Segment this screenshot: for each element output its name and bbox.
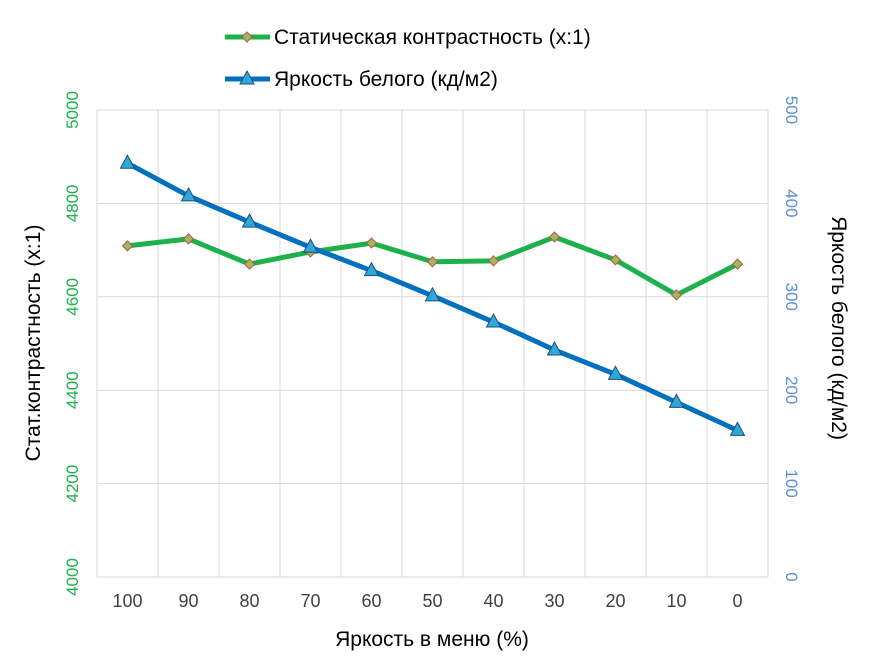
x-tick-label: 90 [178, 591, 198, 611]
x-tick-label: 70 [300, 591, 320, 611]
x-axis-label: Яркость в меню (%) [335, 628, 529, 651]
x-tick-label: 30 [544, 591, 564, 611]
data-point-diamond [731, 258, 744, 270]
x-tick-label: 80 [239, 591, 259, 611]
y-left-tick-label: 4400 [63, 371, 82, 409]
x-tick-label: 10 [666, 591, 686, 611]
y-axis-right-label: Яркость белого (кд/м2) [827, 216, 850, 440]
x-tick-label: 20 [605, 591, 625, 611]
y-right-tick-label: 400 [782, 189, 801, 217]
data-point-diamond [670, 289, 683, 301]
legend-label: Яркость белого (кд/м2) [274, 68, 498, 91]
data-point-diamond [609, 254, 622, 266]
y-axis-left-label: Стат.контрастность (x:1) [22, 225, 45, 462]
y-right-tick-label: 300 [782, 283, 801, 311]
data-point-triangle [546, 340, 563, 356]
data-point-triangle [302, 238, 319, 253]
legend-label: Статическая контрастность (x:1) [274, 26, 591, 49]
data-point-triangle [485, 312, 502, 328]
data-point-triangle [729, 421, 746, 436]
data-point-diamond [487, 255, 500, 267]
x-tick-label: 50 [422, 591, 442, 611]
y-right-tick-label: 100 [782, 469, 801, 497]
data-point-triangle [424, 286, 441, 302]
legend-marker-diamond [241, 31, 253, 43]
y-right-tick-label: 500 [782, 96, 801, 124]
data-point-triangle [363, 261, 380, 277]
data-point-triangle [241, 213, 258, 228]
y-left-tick-label: 4000 [63, 558, 82, 596]
data-point-triangle [119, 154, 136, 169]
data-point-diamond [182, 233, 195, 245]
y-right-tick-label: 0 [782, 572, 801, 581]
x-tick-label: 0 [732, 591, 742, 611]
data-point-diamond [243, 258, 256, 270]
y-left-tick-label: 4600 [63, 278, 82, 316]
data-point-triangle [668, 393, 685, 408]
data-point-triangle [180, 186, 197, 202]
x-tick-label: 100 [112, 591, 142, 611]
y-right-tick-label: 200 [782, 376, 801, 404]
data-point-triangle [607, 365, 624, 380]
x-tick-label: 60 [361, 591, 381, 611]
y-left-tick-label: 4800 [63, 184, 82, 222]
data-point-diamond [548, 231, 561, 243]
y-left-tick-label: 4200 [63, 465, 82, 503]
data-point-diamond [121, 240, 134, 252]
x-tick-label: 40 [483, 591, 503, 611]
y-left-tick-label: 5000 [63, 91, 82, 129]
data-point-diamond [365, 237, 378, 249]
data-point-diamond [426, 256, 439, 268]
legend-marker-triangle [239, 69, 255, 85]
